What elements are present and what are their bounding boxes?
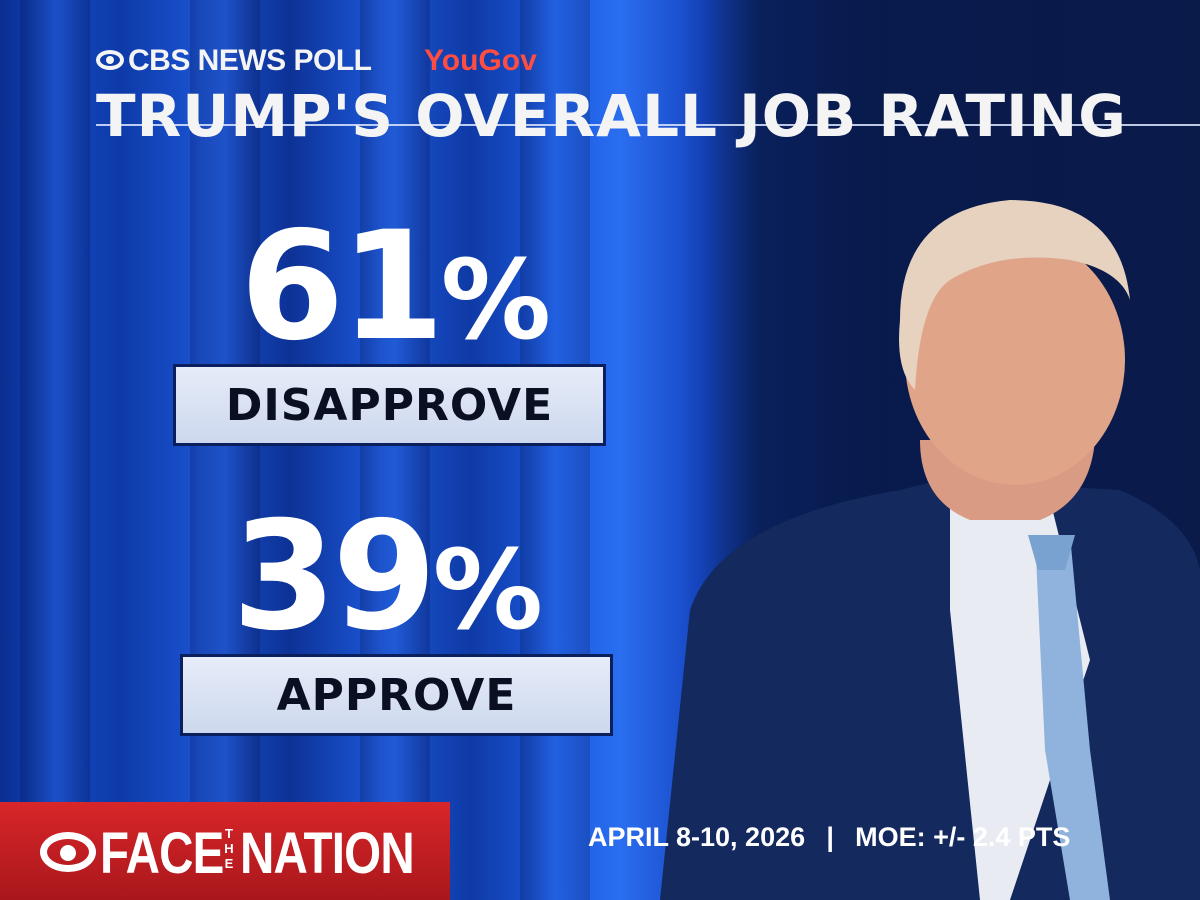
page-title: TRUMP'S OVERALL JOB RATING xyxy=(96,82,1127,150)
disapprove-number: 61 xyxy=(240,200,445,374)
disapprove-label: DISAPPROVE xyxy=(225,379,554,431)
approve-label: APPROVE xyxy=(276,669,517,721)
curtain-fold xyxy=(20,0,90,900)
show-title-nation: NATION xyxy=(240,821,415,886)
cbs-eye-logo-icon xyxy=(96,50,124,70)
approve-value: 39% xyxy=(232,502,543,652)
curtain-fold xyxy=(520,0,590,900)
cbs-eye-icon xyxy=(40,832,96,872)
disapprove-unit: % xyxy=(440,236,551,364)
show-title-the: THE xyxy=(224,826,234,871)
show-title-face: FACE xyxy=(100,821,224,886)
approve-label-box: APPROVE xyxy=(180,654,613,736)
curtain-fold xyxy=(360,0,430,900)
header-divider xyxy=(96,124,1200,126)
show-logo: FACE THE NATION xyxy=(0,802,450,900)
approve-number: 39 xyxy=(232,490,437,664)
disapprove-value: 61% xyxy=(240,212,551,362)
poll-header: CBS NEWS POLL YouGov xyxy=(96,44,1200,126)
curtain-fold xyxy=(190,0,260,900)
margin-of-error: MOE: +/- 2.4 PTS xyxy=(855,822,1071,852)
poll-dates: APRIL 8-10, 2026 xyxy=(588,822,806,852)
poll-brand: CBS NEWS POLL xyxy=(128,44,372,77)
disapprove-label-box: DISAPPROVE xyxy=(173,364,606,446)
details-separator: | xyxy=(826,822,834,852)
approve-unit: % xyxy=(432,526,543,654)
speaker-photo xyxy=(660,200,1200,900)
poll-partner: YouGov xyxy=(424,44,537,77)
poll-details: APRIL 8-10, 2026 | MOE: +/- 2.4 PTS xyxy=(588,822,1070,853)
